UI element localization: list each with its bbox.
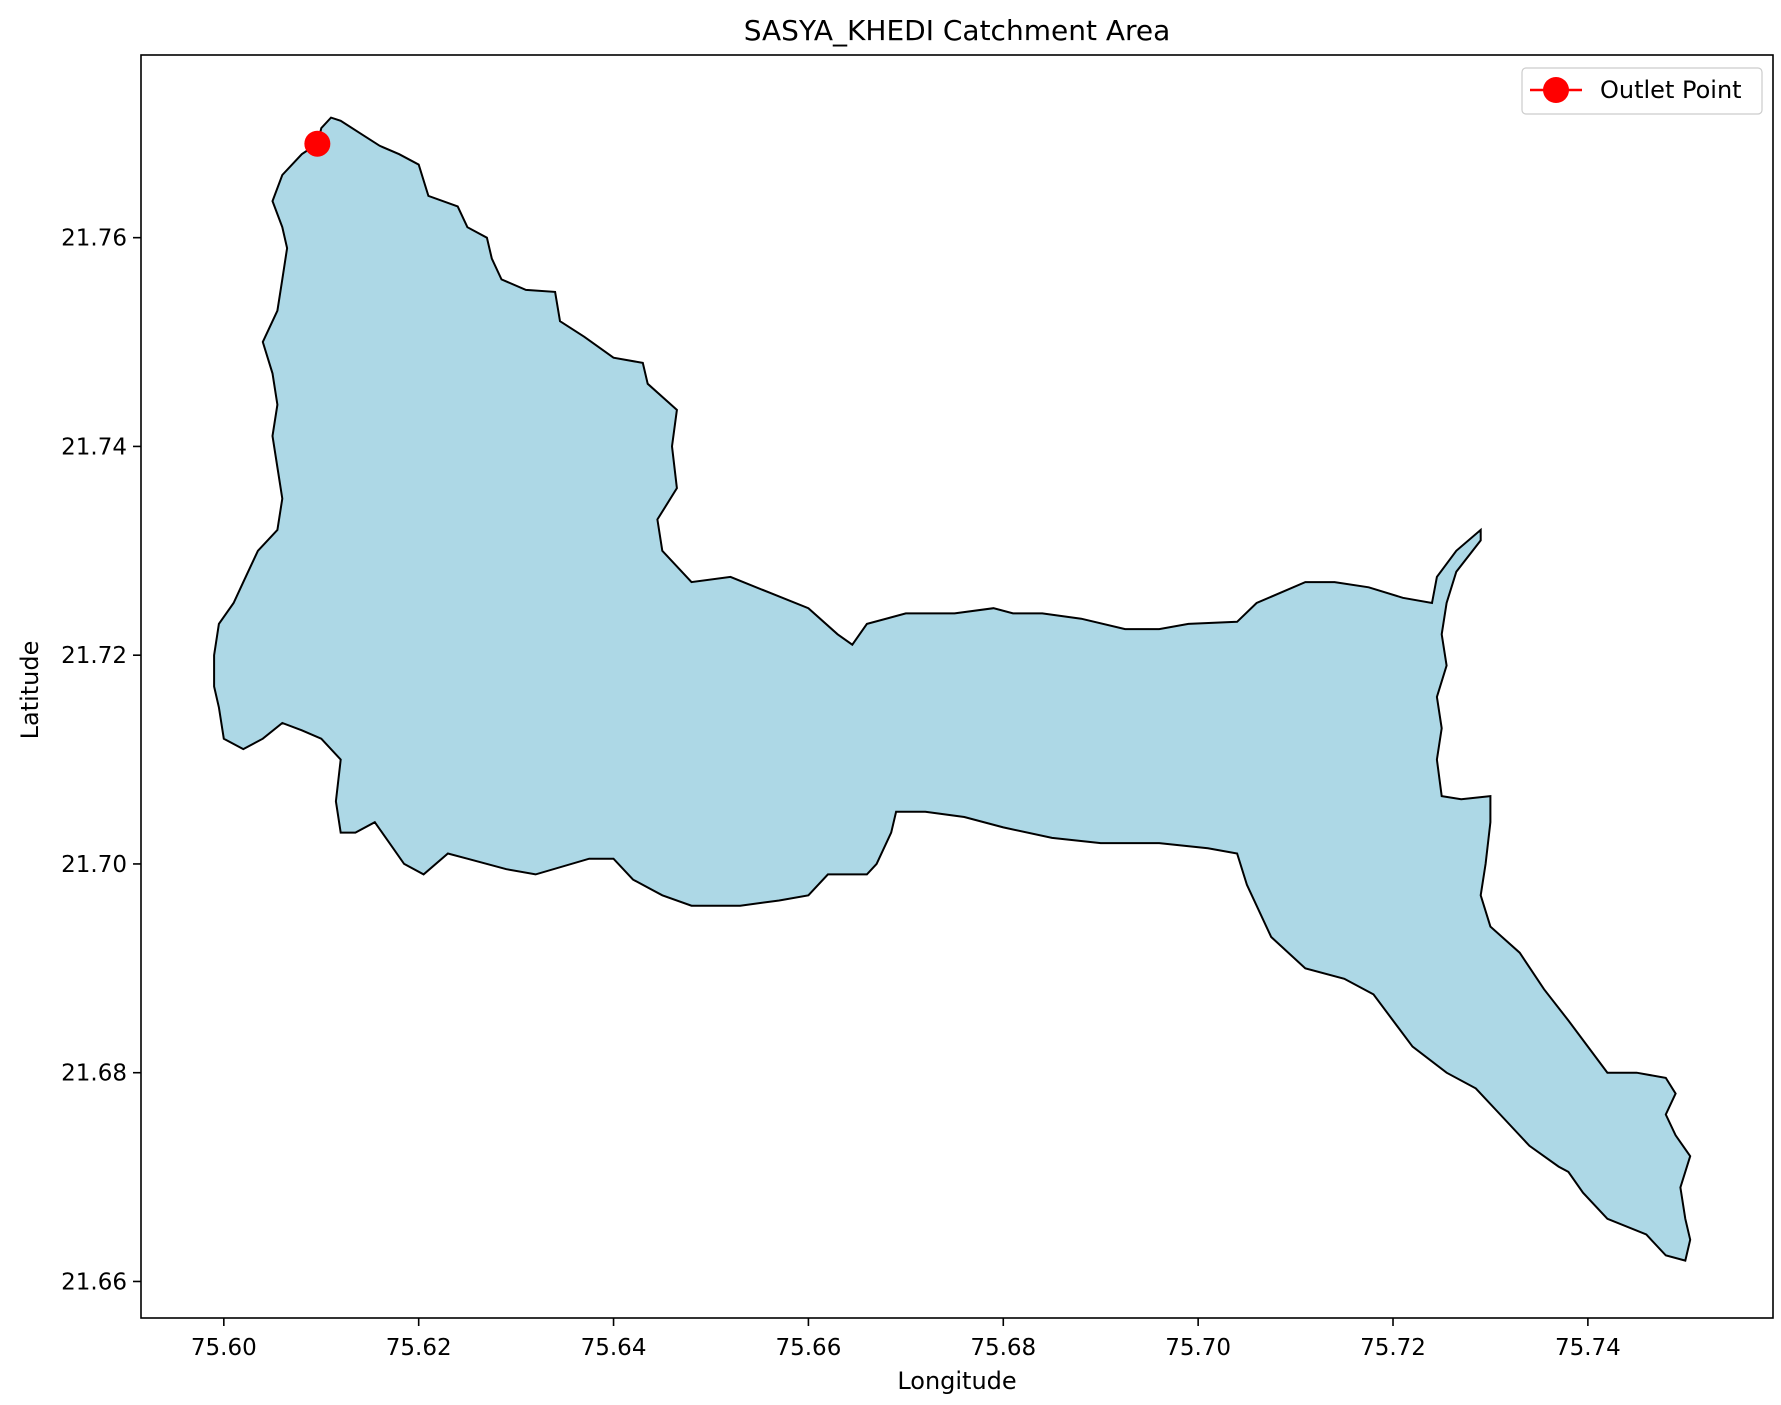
x-axis-ticks: 75.60 75.62 75.64 75.66 75.68 75.70 75.72 75.74 (191, 1318, 1621, 1361)
x-axis-label: Longitude (897, 1367, 1016, 1395)
x-tick-label: 75.72 (1360, 1335, 1426, 1361)
x-tick-label: 75.64 (581, 1335, 647, 1361)
plot-border (140, 54, 1774, 1319)
legend: Outlet Point (1521, 67, 1763, 115)
y-tick-label: 21.76 (61, 226, 127, 252)
y-axis-ticks: 21.66 21.68 21.70 21.72 21.74 21.76 (61, 226, 141, 1295)
x-tick-label: 75.68 (970, 1335, 1036, 1361)
catchment-polygon (213, 116, 1692, 1262)
legend-box (1521, 67, 1763, 115)
x-tick-label: 75.60 (191, 1335, 257, 1361)
outlet-point-dot (304, 130, 331, 157)
x-tick-label: 75.74 (1555, 1335, 1621, 1361)
outlet-point-marker (304, 130, 331, 157)
y-tick-label: 21.68 (61, 1061, 127, 1087)
chart-title: SASYA_KHEDI Catchment Area (744, 14, 1171, 47)
legend-marker-dot (1543, 77, 1569, 103)
y-tick-label: 21.66 (61, 1269, 127, 1295)
x-tick-label: 75.62 (386, 1335, 452, 1361)
plot-area (140, 54, 1774, 1319)
legend-entry-outlet-point: Outlet Point (1600, 76, 1742, 104)
x-tick-label: 75.66 (775, 1335, 841, 1361)
y-tick-label: 21.70 (61, 852, 127, 878)
y-axis-label: Latitude (16, 641, 44, 740)
y-tick-label: 21.74 (61, 434, 127, 460)
y-tick-label: 21.72 (61, 643, 127, 669)
x-tick-label: 75.70 (1165, 1335, 1231, 1361)
